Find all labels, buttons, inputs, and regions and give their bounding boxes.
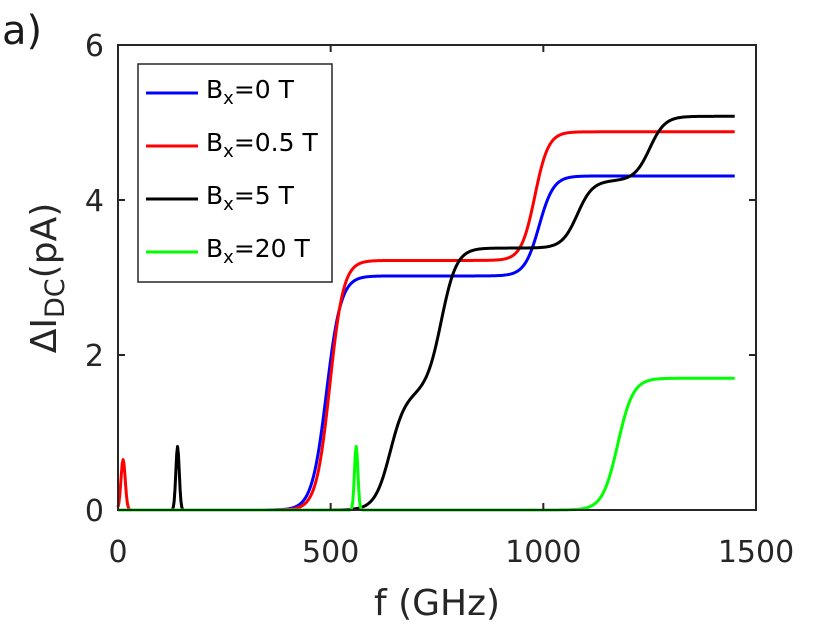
legend-label-rest: =0.5 T [234, 128, 319, 157]
legend-label-base: B [206, 128, 223, 157]
legend-label-rest: =20 T [234, 234, 311, 263]
legend-label-base: B [206, 75, 223, 104]
legend-label-1: Bx=0.5 T [206, 128, 318, 162]
legend-label-sub: x [223, 141, 234, 162]
legend: Bx=0 TBx=0.5 TBx=5 TBx=20 T [137, 63, 333, 283]
y-tick-label-0: 0 [85, 494, 104, 529]
y-tick-label-1: 2 [85, 339, 104, 374]
legend-label-sub: x [223, 194, 234, 215]
x-axis-title: f (GHz) [374, 583, 500, 624]
y-axis-title: ΔIDC(pA) [24, 203, 71, 353]
y-axis-title-subscript: DC [40, 278, 71, 318]
legend-label-3: Bx=20 T [206, 234, 311, 268]
legend-label-sub: x [223, 247, 234, 268]
legend-box [137, 63, 333, 283]
legend-label-sub: x [223, 88, 234, 109]
legend-items: Bx=0 TBx=0.5 TBx=5 TBx=20 T [146, 75, 318, 268]
x-tick-label-3: 1500 [718, 535, 794, 570]
x-tick-label-0: 0 [108, 535, 127, 570]
y-axis-title-unit: (pA) [24, 203, 65, 279]
y-tick-label-2: 4 [85, 184, 104, 219]
axes-box [117, 44, 757, 511]
series-line-3 [117, 376, 736, 512]
panel-label: a) [2, 8, 43, 54]
x-tick-label-2: 1000 [505, 535, 581, 570]
legend-label-rest: =0 T [234, 75, 295, 104]
ticks-layer: 0 500 1000 1500 0 2 4 6 [85, 29, 794, 570]
legend-label-base: B [206, 234, 223, 263]
legend-label-0: Bx=0 T [206, 75, 295, 109]
legend-label-rest: =5 T [234, 181, 295, 210]
x-tick-label-1: 500 [302, 535, 359, 570]
legend-label-base: B [206, 181, 223, 210]
y-axis-title-main: ΔI [24, 318, 65, 353]
legend-label-2: Bx=5 T [206, 181, 295, 215]
y-tick-label-3: 6 [85, 29, 104, 64]
